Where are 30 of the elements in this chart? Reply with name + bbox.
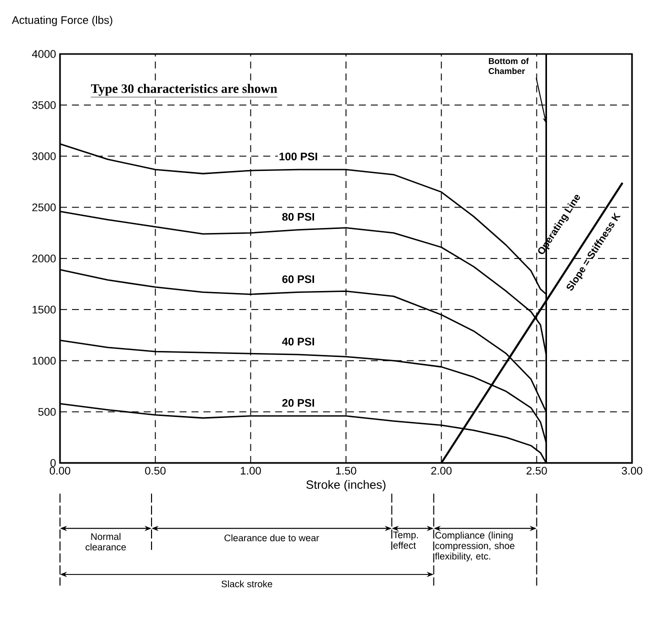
y-tick-label: 1500 [32,306,56,314]
y-tick-label: 3000 [32,152,56,160]
series-label: 100 PSI [280,152,318,160]
annotation: Type 30 characteristics are shown [91,84,278,96]
x-tick-label: 3.00 [622,466,642,475]
x-tick-label: 1.00 [240,466,261,475]
y-tick-label: 2000 [32,254,56,262]
y-tick-label: 2500 [32,203,56,212]
x-axis-title: Stroke (inches) [306,480,386,492]
series-label: 40 PSI [282,338,314,346]
text: Clearance due to wear [224,534,320,542]
text: Normal clearance [86,533,126,550]
y-tick-label: 1000 [32,356,56,365]
ref-line-label: Bottom of Chamber [488,58,529,74]
x-tick-label: 2.50 [526,466,547,475]
y-axis-title: Actuating Force (lbs) [12,16,112,26]
x-tick-label: 0.50 [145,466,166,475]
series-label: 60 PSI [282,275,314,284]
y-tick-label: 4000 [32,50,56,58]
x-tick-label: 1.50 [336,466,356,475]
x-tick-label: 2.00 [431,466,452,475]
text: Temp. effect [393,532,418,549]
y-tick-label: 3500 [32,101,56,109]
y-tick-label: 500 [38,408,56,416]
text: Compliance (lining compression, shoe flexibility, etc. [435,532,514,562]
series-label: 80 PSI [282,212,314,221]
series-label: 20 PSI [282,399,314,407]
y-tick-label: 0 [50,459,56,467]
text: Slack stroke [222,580,272,588]
x-tick-label: 0.00 [50,466,70,475]
